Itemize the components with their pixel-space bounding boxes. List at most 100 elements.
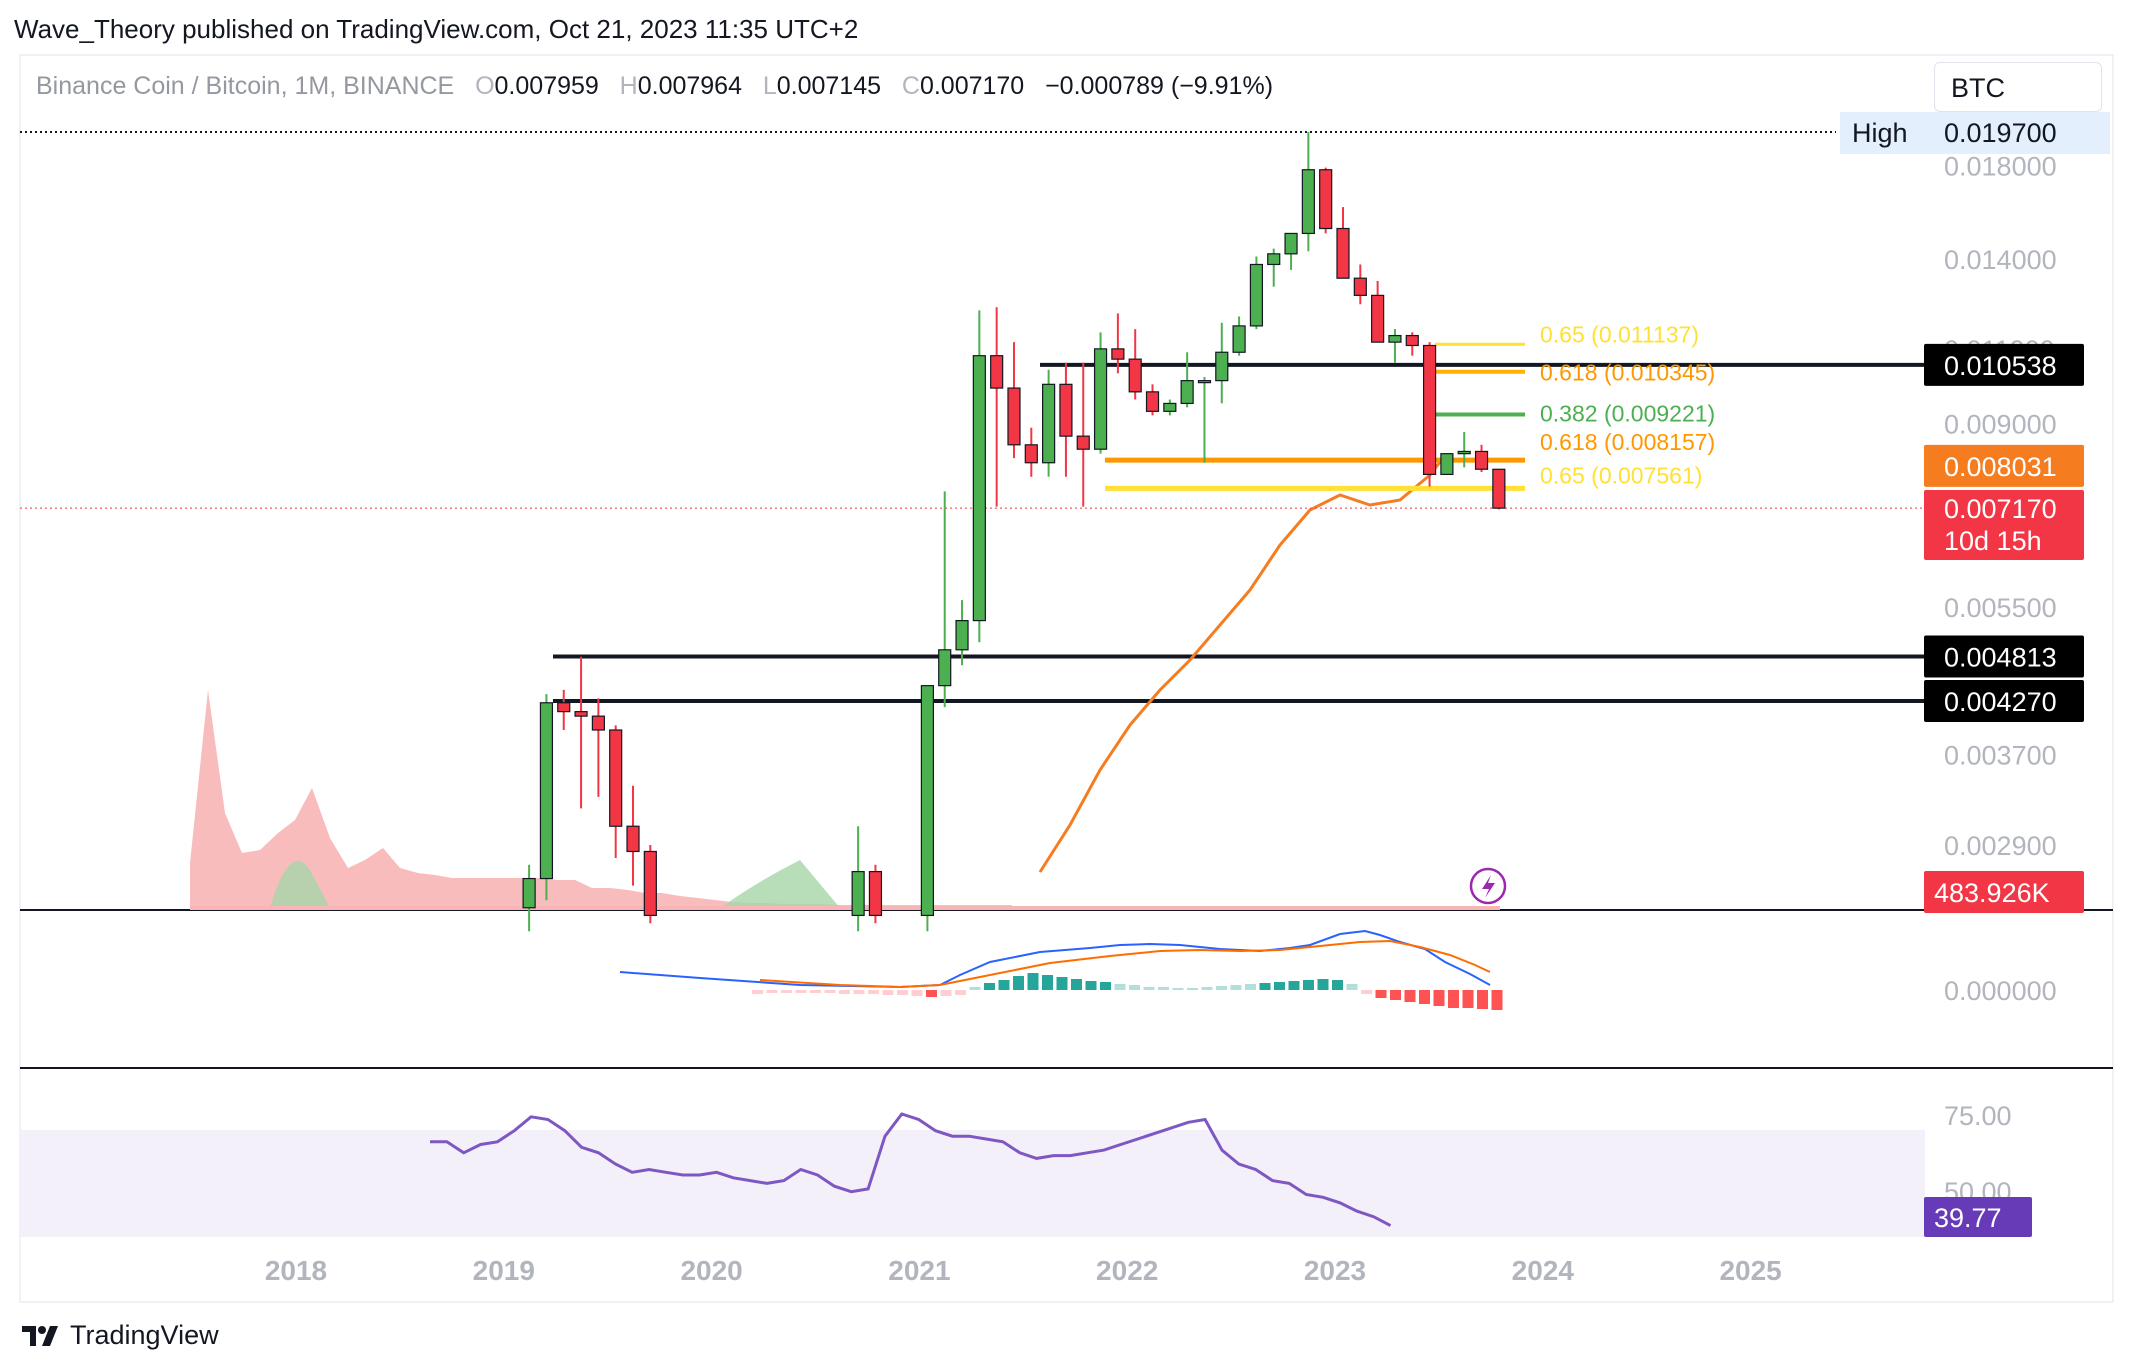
candle-down <box>1024 444 1038 464</box>
candle-up <box>1163 402 1177 412</box>
time-tick: 2019 <box>473 1255 535 1286</box>
macd-bar <box>1404 990 1416 1002</box>
candle-up <box>1267 253 1281 266</box>
macd-bar <box>1042 975 1053 990</box>
price-tick: 0.009000 <box>1944 410 2057 440</box>
macd-bar <box>940 990 952 996</box>
candle-down <box>1059 383 1073 437</box>
candle-up <box>539 702 554 880</box>
level-tag-bg <box>1924 680 2084 723</box>
price-tick: 0.003700 <box>1944 740 2057 770</box>
macd-bar <box>1477 990 1488 1009</box>
last-price-tag-bg <box>1924 490 2084 560</box>
macd-bar <box>853 990 865 994</box>
macd-bar <box>955 990 966 995</box>
macd-bar <box>1419 990 1430 1004</box>
macd-bar <box>1172 988 1184 990</box>
rsi-value-tag-bg <box>1924 1197 2032 1237</box>
macd-signal-line <box>759 939 1491 989</box>
price-tick: 0.002900 <box>1944 831 2057 861</box>
legend-open-label: O <box>475 72 495 100</box>
fib-label: 0.65 (0.011137) <box>1540 321 1699 347</box>
volume-area-shape <box>270 860 330 908</box>
candle-up <box>1457 450 1471 455</box>
candle-down <box>1371 294 1385 343</box>
macd-bar <box>897 990 908 995</box>
candle-down <box>1128 358 1142 393</box>
legend-close-label: C <box>901 72 920 100</box>
candle-down <box>1405 334 1419 347</box>
macd-bar <box>969 987 981 990</box>
candle-down <box>574 711 588 717</box>
macd-bar <box>1216 986 1227 990</box>
macd-line <box>619 929 1491 989</box>
price-tick: 0.014000 <box>1944 245 2057 275</box>
macd-bar <box>882 990 894 995</box>
candle-down <box>1422 344 1437 476</box>
legend-high-label: H <box>619 72 638 100</box>
macd-bar <box>1448 990 1459 1008</box>
level-tag-bg <box>1924 635 2084 678</box>
macd-bar <box>781 990 792 993</box>
last-price-tag: 0.007170 <box>1944 494 2057 524</box>
candle-up <box>1249 263 1264 327</box>
macd-bar <box>1332 980 1343 990</box>
publisher-caption: Wave_Theory published on TradingView.com… <box>14 14 859 44</box>
macd-bar <box>926 990 937 997</box>
legend-low: 0.007145 <box>776 72 882 100</box>
macd-bar <box>1158 987 1169 990</box>
ema-tag: 0.008031 <box>1944 452 2057 482</box>
countdown-tag: 10d 15h <box>1944 526 2042 556</box>
time-tick: 2020 <box>680 1255 742 1286</box>
candle-down <box>643 850 657 917</box>
macd-bar <box>810 990 821 993</box>
fib-label: 0.65 (0.007561) <box>1540 462 1702 488</box>
candle-up <box>1197 380 1212 384</box>
candle-up <box>1042 383 1056 464</box>
macd-bar <box>839 990 850 994</box>
candle-up <box>938 649 952 687</box>
volume-area-shape <box>190 690 1012 908</box>
currency-button[interactable]: BTC <box>1934 62 2102 112</box>
macd-bar <box>1462 990 1474 1008</box>
candle-down <box>990 355 1004 389</box>
level-tag: 0.010538 <box>1944 351 2057 381</box>
macd-bar <box>1259 983 1271 990</box>
volume-tag: 483.926K <box>1934 878 2050 908</box>
legend-open: 0.007959 <box>494 72 599 100</box>
lightning-icon-ring <box>1469 867 1507 905</box>
macd-bar <box>1375 990 1387 998</box>
macd-bar <box>1346 984 1358 990</box>
lightning-icon <box>1469 867 1507 905</box>
macd-bar <box>1361 990 1372 994</box>
candle-up <box>1284 232 1298 255</box>
rsi-line <box>430 1112 1392 1227</box>
candle-down <box>1007 387 1021 446</box>
fib-label: 0.618 (0.010345) <box>1540 360 1715 386</box>
volume-tag-bg <box>1924 871 2084 913</box>
candle-down <box>1111 348 1125 360</box>
macd-bar <box>1303 980 1314 990</box>
candle-down <box>868 870 883 917</box>
time-tick: 2023 <box>1304 1255 1366 1286</box>
macd-bar <box>752 990 763 994</box>
candle-down <box>1492 468 1506 509</box>
legend-close: 0.007170 <box>919 72 1025 100</box>
macd-bar <box>1274 982 1285 990</box>
macd-bar <box>911 990 923 996</box>
time-tick: 2018 <box>265 1255 327 1286</box>
candle-down <box>626 825 640 853</box>
candle-down <box>609 729 623 827</box>
macd-bar <box>1143 987 1155 990</box>
macd-histogram <box>752 973 1503 1010</box>
fib-label: 0.618 (0.008157) <box>1540 429 1715 455</box>
macd-bar <box>824 990 836 993</box>
level-tag: 0.004270 <box>1944 687 2057 717</box>
macd-bar <box>1201 987 1213 990</box>
legend-low-label: L <box>762 72 777 100</box>
macd-bar <box>1085 981 1097 990</box>
legend-high: 0.007964 <box>637 72 742 100</box>
macd-bar <box>1056 977 1068 990</box>
rsi-tick: 75.00 <box>1944 1101 2012 1131</box>
